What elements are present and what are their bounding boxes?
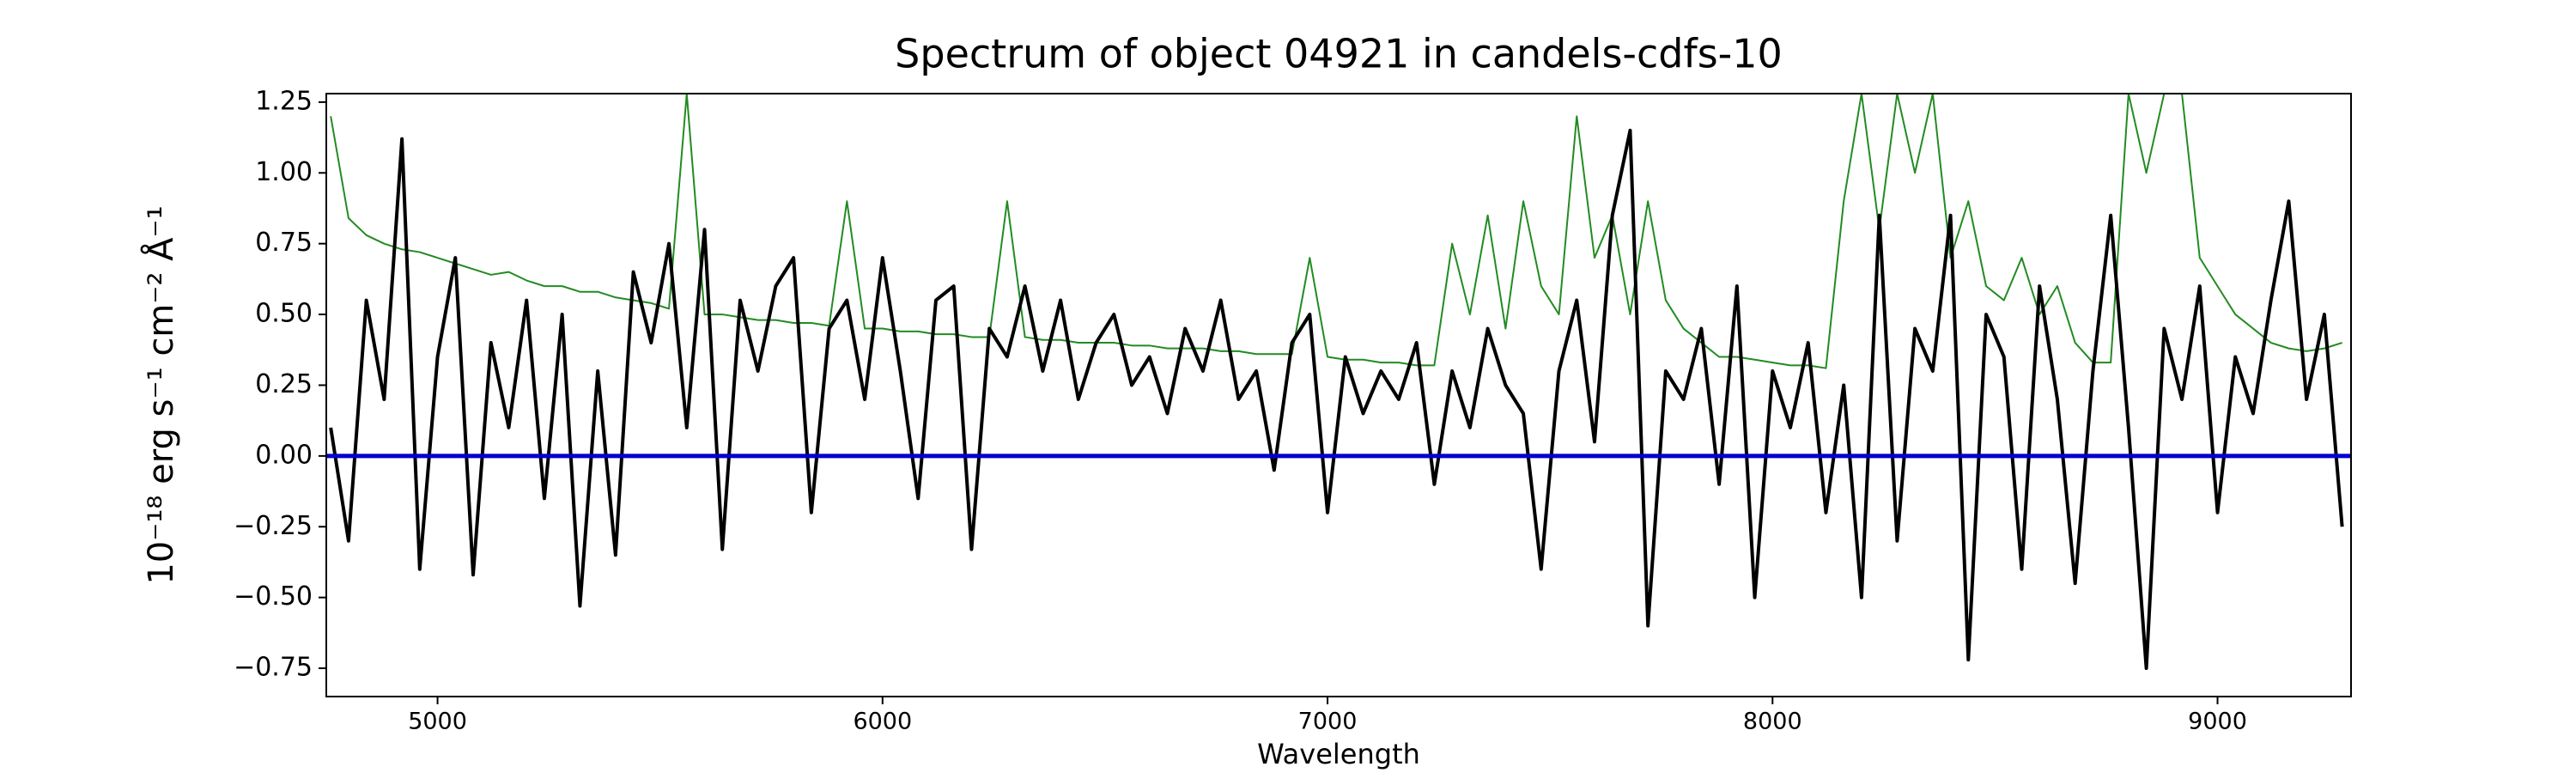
x-tick-label: 6000 [853,709,912,735]
x-tick-label: 8000 [1743,709,1802,735]
y-tick-label: 1.00 [255,157,313,187]
y-tick-label: 0.75 [255,228,313,258]
y-tick-label: 0.00 [255,440,313,470]
y-tick-label: −0.75 [234,653,313,683]
chart-title: Spectrum of object 04921 in candels-cdfs… [895,31,1783,77]
x-axis-label: Wavelength [1257,738,1420,770]
y-tick-label: 0.25 [255,369,313,399]
x-tick-label: 7000 [1298,709,1358,735]
x-tick-label: 5000 [408,709,467,735]
plot-frame [325,93,2352,697]
spectrum-line [329,128,2344,671]
y-tick-label: 1.25 [255,86,313,116]
spectrum-line [330,94,2342,369]
axes: 5000 6000 7000 8000 9000 1.25 1.00 0.75 0.50 0.25… [234,86,2247,734]
x-tick-label: 9000 [2188,709,2247,735]
y-tick-label: −0.25 [234,511,313,541]
y-tick-label: 0.50 [255,299,313,329]
plot-area [326,94,2351,671]
y-axis-label: 10⁻¹⁸ erg s⁻¹ cm⁻² Å⁻¹ [140,205,181,584]
y-tick-label: −0.50 [234,581,313,612]
